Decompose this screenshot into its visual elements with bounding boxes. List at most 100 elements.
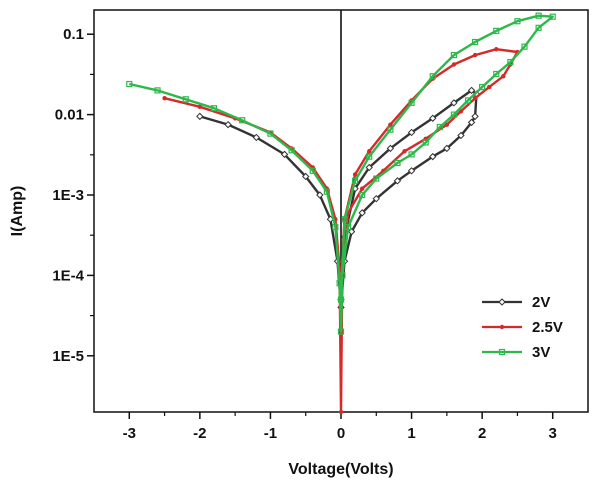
data-point <box>336 280 343 287</box>
data-point <box>337 296 345 303</box>
data-point <box>402 149 407 154</box>
y-tick-label: 0.1 <box>63 26 84 43</box>
data-point <box>358 209 366 217</box>
data-point <box>393 177 402 185</box>
data-point <box>339 272 346 279</box>
data-point <box>154 87 161 94</box>
data-point <box>182 96 189 103</box>
data-point <box>535 24 542 31</box>
y-tick-label: 1E-4 <box>52 267 84 284</box>
y-ticks: 1E-5 1E-4 1E-3 0.01 0.1 <box>52 26 94 365</box>
data-point <box>341 216 348 223</box>
y-tick-label: 0.01 <box>55 107 84 124</box>
data-point <box>549 13 556 20</box>
legend-label: 2V <box>532 294 550 311</box>
data-point <box>429 152 437 161</box>
data-point <box>367 149 372 154</box>
data-point <box>197 104 203 110</box>
data-point <box>479 83 486 91</box>
data-point <box>436 123 443 131</box>
data-point <box>394 159 401 167</box>
y-axis-label: I(Amp) <box>9 186 26 237</box>
data-point <box>472 95 478 101</box>
x-tick-label: -3 <box>123 425 136 442</box>
data-point <box>443 144 451 153</box>
legend-label: 2.5V <box>532 319 563 336</box>
x-tick-label: 3 <box>549 425 557 442</box>
data-point <box>332 223 339 231</box>
data-point <box>323 188 330 195</box>
legend-marker <box>498 348 506 356</box>
legend: 2V 2.5V 3V <box>482 294 563 361</box>
data-point <box>210 105 218 112</box>
x-axis-label: Voltage(Volts) <box>288 461 393 478</box>
x-tick-label: 0 <box>337 425 345 442</box>
data-point <box>280 150 289 159</box>
x-tick-label: -1 <box>264 425 277 442</box>
data-point <box>422 139 429 146</box>
data-point <box>429 114 437 122</box>
data-point <box>388 122 393 127</box>
data-point <box>450 111 458 118</box>
series-line <box>129 14 554 333</box>
data-point <box>450 51 458 59</box>
data-point <box>316 191 324 199</box>
data-point <box>352 172 358 177</box>
data-point <box>514 18 521 25</box>
data-point <box>535 12 542 19</box>
data-point <box>493 27 500 34</box>
data-point <box>450 99 458 107</box>
data-point <box>493 70 500 78</box>
data-point <box>347 227 356 236</box>
data-point <box>501 74 506 79</box>
legend-item: 3V <box>482 344 550 361</box>
data-point <box>252 133 261 142</box>
data-point <box>408 99 415 106</box>
legend-marker <box>499 324 505 330</box>
data-point <box>407 128 416 137</box>
data-point <box>365 163 373 172</box>
series-line <box>199 89 478 309</box>
data-point <box>407 167 416 175</box>
data-point <box>162 95 167 101</box>
data-point <box>239 117 246 124</box>
y-tick-label: 1E-5 <box>52 348 84 365</box>
data-point <box>494 47 499 52</box>
legend-item: 2V <box>482 294 550 311</box>
data-point <box>344 223 352 231</box>
data-point <box>338 409 344 415</box>
series-3V <box>126 12 556 335</box>
data-point <box>451 62 457 67</box>
y-tick-label: 1E-3 <box>52 187 84 204</box>
data-point <box>464 97 472 104</box>
data-point <box>467 118 476 127</box>
data-point <box>196 112 204 121</box>
data-point <box>309 167 316 174</box>
data-point <box>359 186 365 191</box>
data-point <box>467 86 476 95</box>
data-point <box>352 177 359 184</box>
data-point <box>408 151 415 158</box>
data-point <box>386 144 395 153</box>
data-point <box>507 58 514 66</box>
data-point <box>126 80 133 88</box>
data-point <box>457 131 465 140</box>
legend-marker <box>498 298 506 306</box>
legend-label: 3V <box>532 344 550 361</box>
x-tick-label: -2 <box>193 425 206 442</box>
data-point <box>366 153 373 160</box>
data-point <box>521 43 528 50</box>
data-point <box>444 122 450 127</box>
data-point <box>337 328 345 335</box>
data-point <box>288 147 295 154</box>
x-ticks: -3 -2 -1 0 1 2 3 <box>123 412 557 442</box>
data-point <box>472 52 478 58</box>
data-point <box>359 191 366 199</box>
legend-item: 2.5V <box>482 319 563 336</box>
data-point <box>224 120 232 129</box>
data-point <box>372 194 380 203</box>
data-point <box>487 84 492 90</box>
data-point <box>302 172 310 181</box>
data-point <box>471 112 479 121</box>
